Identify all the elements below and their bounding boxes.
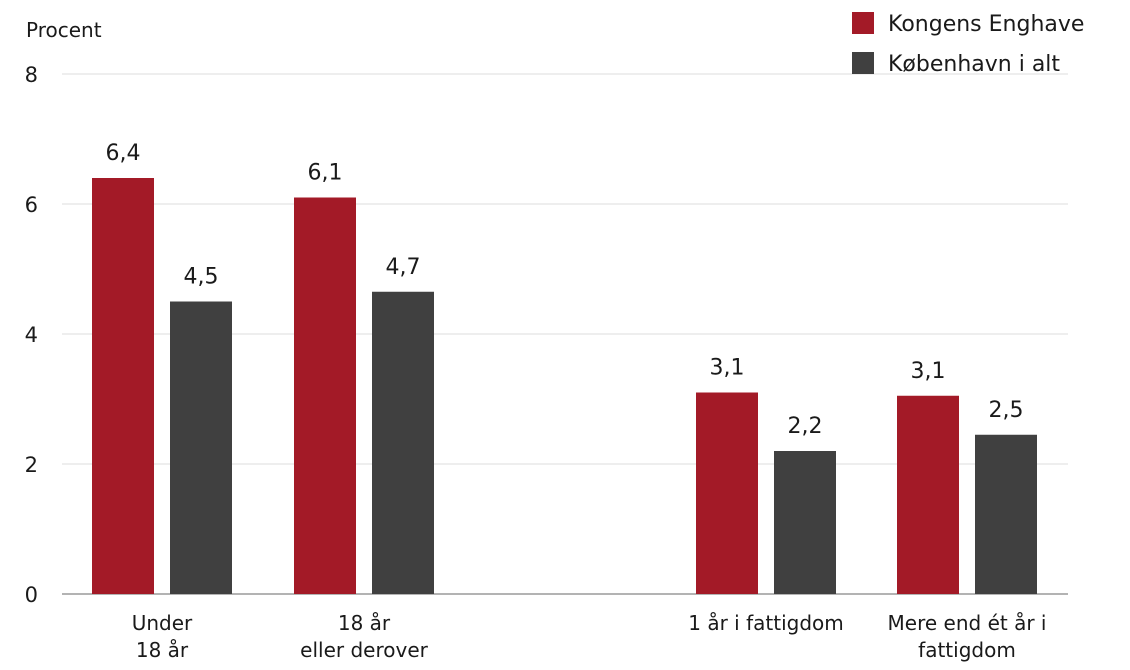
category-label: eller derover [300, 638, 428, 662]
y-axis-label: Procent [26, 18, 102, 42]
bar [774, 451, 836, 594]
legend-label: Kongens Enghave [888, 12, 1084, 37]
legend-swatch [852, 12, 874, 34]
category-label: Mere end ét år i [888, 611, 1047, 635]
category-label: fattigdom [918, 638, 1016, 662]
bar [294, 197, 356, 594]
data-label: 4,7 [386, 255, 421, 280]
data-label: 4,5 [184, 265, 219, 290]
data-label: 6,4 [106, 141, 141, 166]
bar [170, 301, 232, 594]
bar [696, 392, 758, 594]
y-tick-label: 8 [25, 63, 38, 87]
data-label: 6,1 [308, 161, 343, 186]
category-label: 1 år i fattigdom [688, 611, 843, 635]
bar [897, 395, 959, 594]
category-label: 18 år [338, 611, 391, 635]
category-label: 18 år [136, 638, 189, 662]
data-label: 3,1 [911, 359, 946, 384]
legend-label: København i alt [888, 52, 1060, 77]
category-label: Under [132, 611, 193, 635]
legend-swatch [852, 52, 874, 74]
y-tick-label: 0 [25, 583, 38, 607]
y-tick-label: 6 [25, 193, 38, 217]
data-label: 2,2 [788, 414, 823, 439]
bar [372, 291, 434, 594]
bar [92, 178, 154, 594]
y-tick-label: 2 [25, 453, 38, 477]
data-label: 3,1 [710, 356, 745, 381]
y-tick-label: 4 [25, 323, 38, 347]
data-label: 2,5 [989, 398, 1024, 423]
bar [975, 434, 1037, 594]
